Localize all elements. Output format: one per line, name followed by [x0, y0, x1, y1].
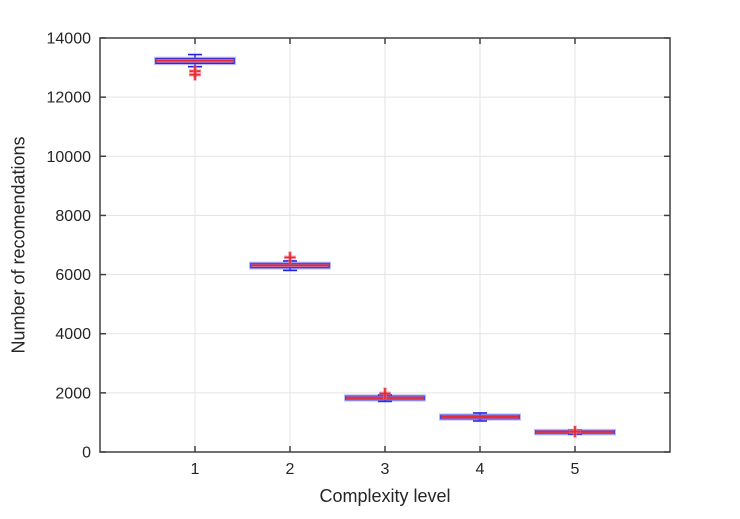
y-tick-label: 0: [82, 445, 91, 462]
x-tick-label: 1: [191, 461, 200, 478]
x-tick-label: 3: [381, 461, 390, 478]
y-tick-label: 10000: [47, 149, 92, 166]
y-tick-label: 12000: [47, 90, 92, 107]
y-tick-label: 4000: [55, 326, 91, 343]
boxplot-group-5: [534, 425, 616, 438]
y-tick-label: 8000: [55, 208, 91, 225]
boxplot-group-1: [154, 53, 236, 81]
y-axis-label: Number of recomendations: [8, 136, 29, 354]
x-tick-label: 5: [571, 461, 580, 478]
x-axis-label: Complexity level: [319, 486, 451, 506]
boxplot-group-3: [344, 387, 426, 403]
y-tick-label: 6000: [55, 267, 91, 284]
x-tick-label: 4: [476, 461, 485, 478]
x-tick-label: 2: [286, 461, 295, 478]
y-tick-label: 2000: [55, 385, 91, 402]
boxplot-group-2: [249, 251, 331, 272]
y-tick-label: 14000: [47, 31, 92, 48]
boxplot-group-4: [439, 412, 521, 422]
